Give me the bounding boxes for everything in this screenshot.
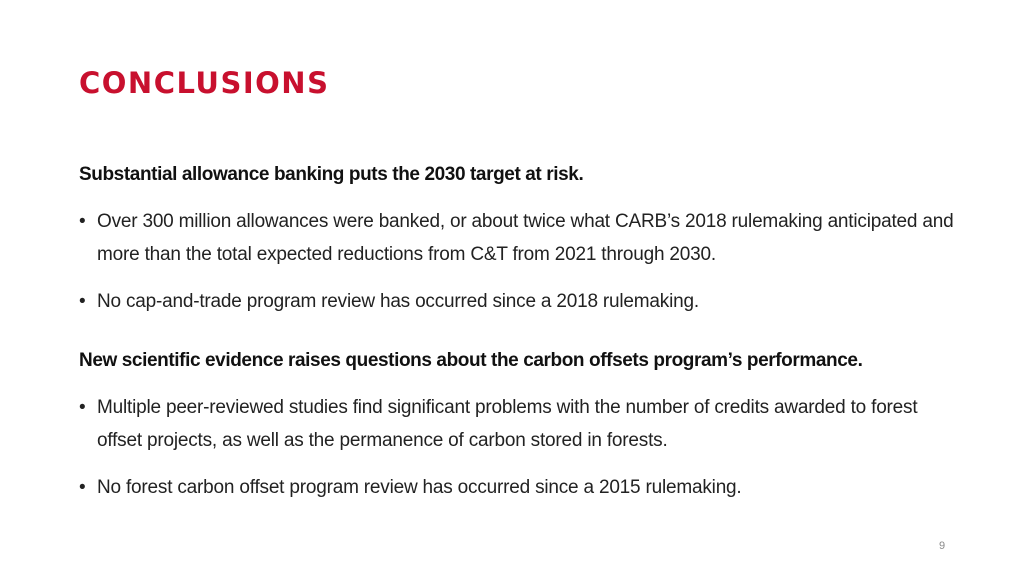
slide-title: CONCLUSIONS xyxy=(79,66,330,100)
list-item: • Over 300 million allowances were banke… xyxy=(79,205,959,271)
list-item: • No forest carbon offset program review… xyxy=(79,471,959,504)
bullet-icon: • xyxy=(79,477,86,498)
bullet-text: Over 300 million allowances were banked,… xyxy=(97,211,954,265)
bullet-text: No cap-and-trade program review has occu… xyxy=(97,291,699,312)
section-allowance-banking: Substantial allowance banking puts the 2… xyxy=(79,162,959,318)
bullet-text: No forest carbon offset program review h… xyxy=(97,477,742,498)
section-heading: Substantial allowance banking puts the 2… xyxy=(79,164,584,185)
list-item: • No cap-and-trade program review has oc… xyxy=(79,285,959,318)
bullet-icon: • xyxy=(79,211,86,232)
section-carbon-offsets: New scientific evidence raises questions… xyxy=(79,348,959,504)
bullet-text: Multiple peer-reviewed studies find sign… xyxy=(97,397,918,451)
section-heading: New scientific evidence raises questions… xyxy=(79,350,863,371)
bullet-list: • Multiple peer-reviewed studies find si… xyxy=(79,391,959,504)
bullet-list: • Over 300 million allowances were banke… xyxy=(79,205,959,318)
bullet-icon: • xyxy=(79,397,86,418)
list-item: • Multiple peer-reviewed studies find si… xyxy=(79,391,959,457)
page-number: 9 xyxy=(938,540,946,552)
bullet-icon: • xyxy=(79,291,86,312)
